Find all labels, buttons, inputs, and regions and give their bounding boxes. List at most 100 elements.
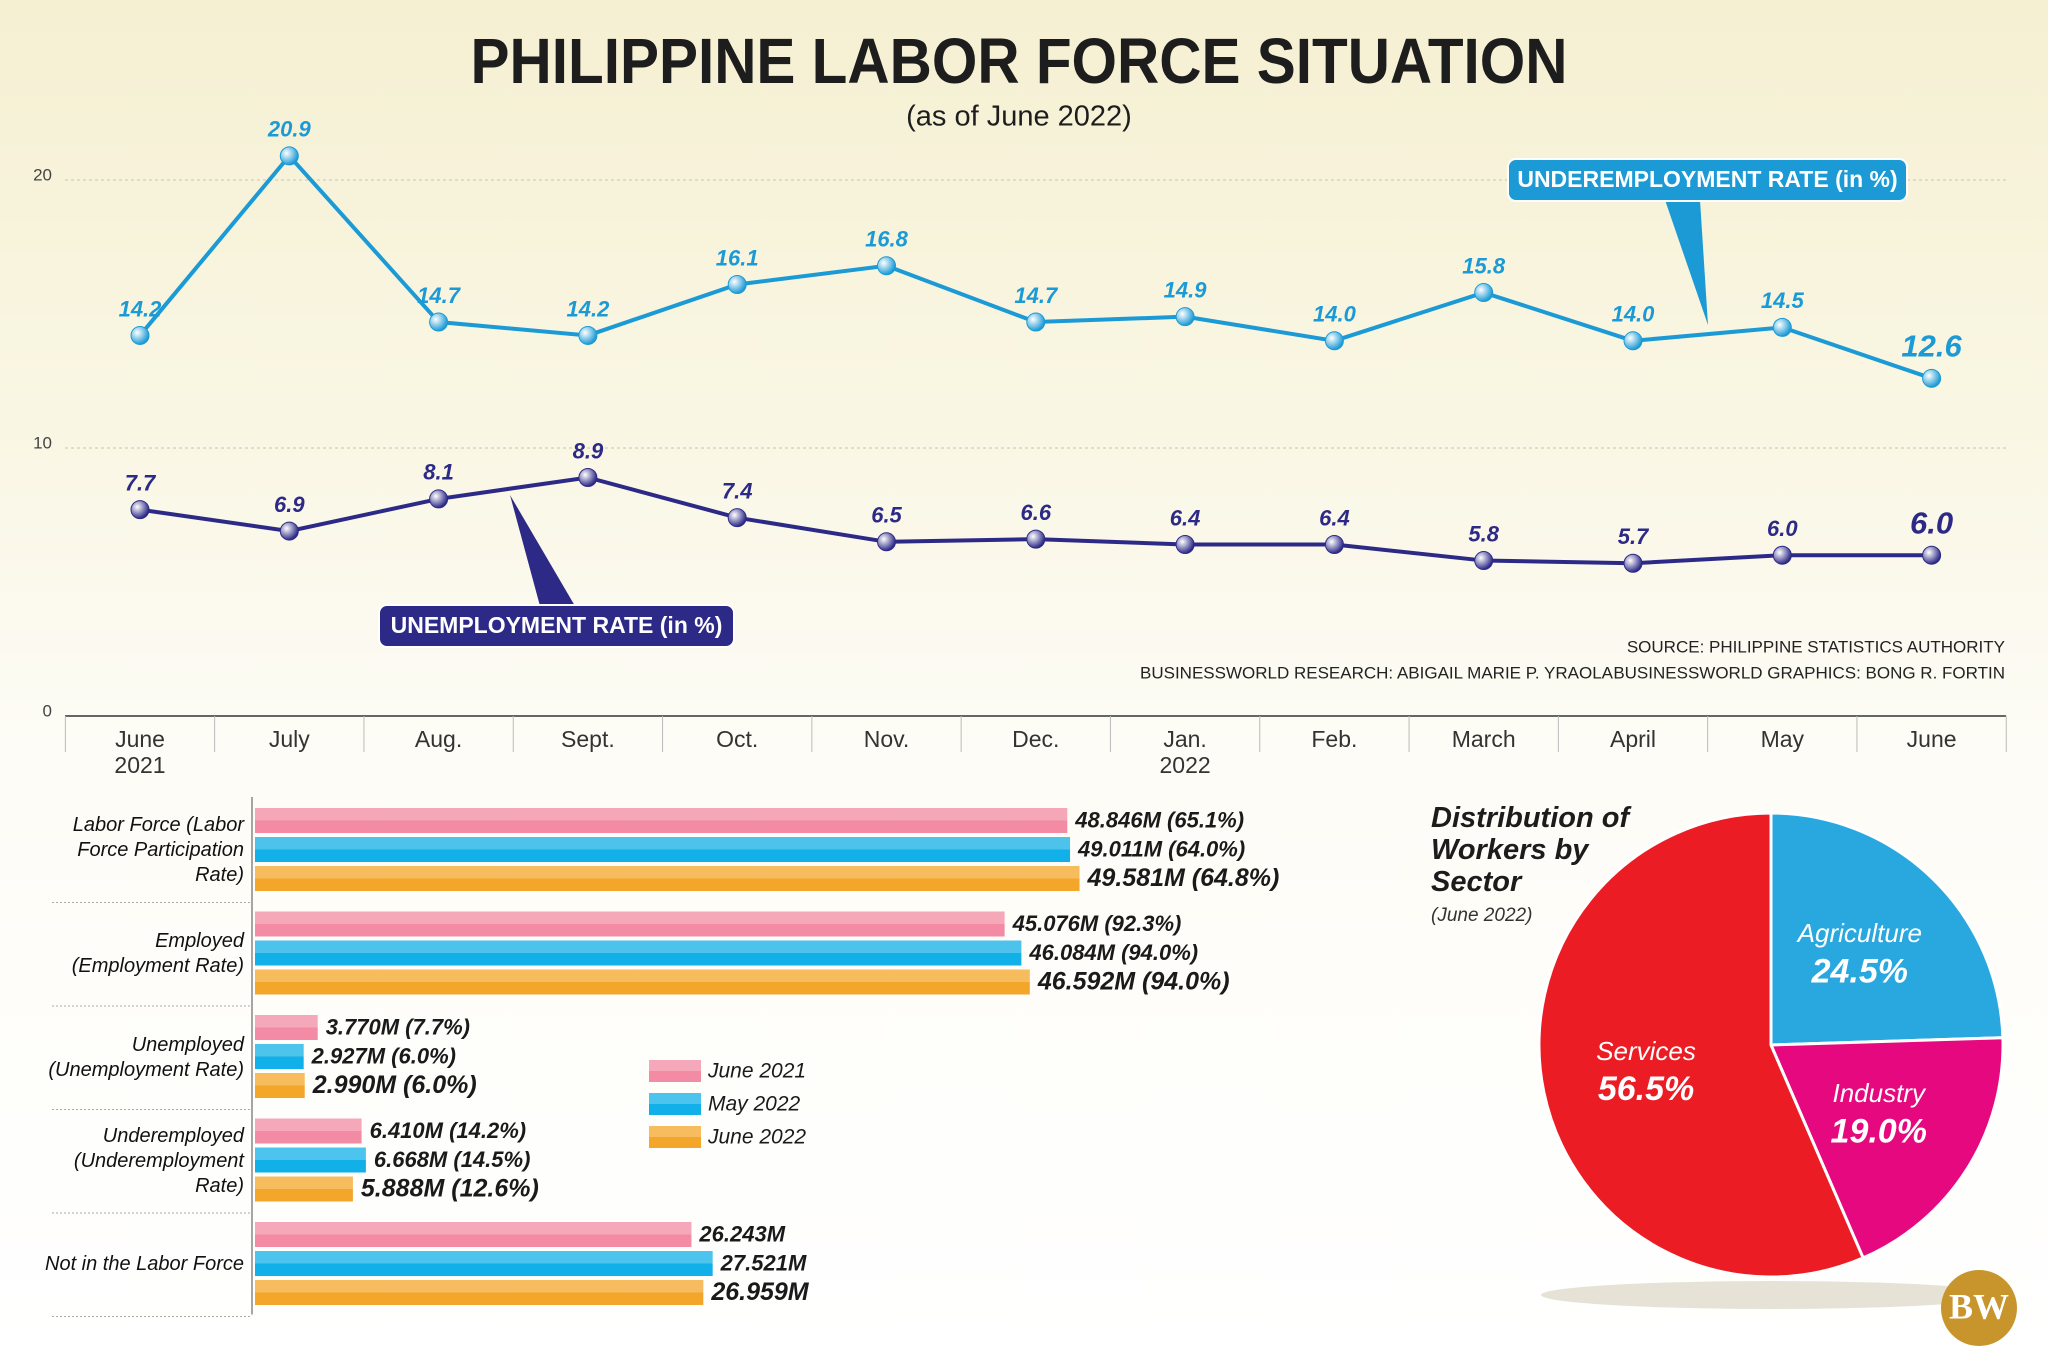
- line-point: [429, 489, 449, 509]
- slice-value: 19.0%: [1831, 1112, 1927, 1150]
- line-point: [578, 325, 598, 345]
- data-label: 8.9: [573, 438, 604, 463]
- data-label: 14.7: [1014, 283, 1059, 308]
- data-label: 2.990M (6.0%): [312, 1071, 477, 1099]
- pie-title: Distribution of Workers by Sector: [1431, 802, 1630, 898]
- data-label: 20.9: [267, 117, 312, 142]
- line-point: [1324, 534, 1344, 554]
- data-label: 6.0: [1767, 516, 1798, 541]
- bar: [255, 1118, 362, 1144]
- line-point: [1922, 545, 1942, 565]
- data-label: 6.6: [1021, 500, 1052, 525]
- data-label: 26.959M: [710, 1278, 809, 1306]
- bar: [255, 1176, 353, 1202]
- slice-value: 56.5%: [1598, 1070, 1694, 1108]
- x-tick-label: Nov.: [863, 726, 910, 752]
- slice-label: Industry: [1832, 1078, 1926, 1108]
- data-label: 45.076M (92.3%): [1012, 911, 1182, 936]
- data-label: 6.4: [1170, 505, 1201, 530]
- page-title: PHILIPPINE LABOR FORCE SITUATION: [471, 25, 1568, 97]
- line-point: [1474, 551, 1494, 571]
- line-point: [429, 312, 449, 332]
- data-label: 12.6: [1901, 329, 1962, 364]
- data-label: 5.7: [1618, 524, 1650, 549]
- x-tick-label: June: [1906, 726, 1957, 752]
- slice-label: Agriculture: [1796, 918, 1922, 948]
- legend-label: UNEMPLOYMENT RATE (in %): [391, 612, 723, 638]
- bar: [255, 911, 1005, 937]
- x-tick-label: March: [1451, 726, 1516, 752]
- data-label: 14.2: [119, 296, 163, 321]
- bar: [255, 866, 1080, 891]
- line-point: [1026, 312, 1046, 332]
- line-point: [1623, 331, 1643, 351]
- data-label: 14.7: [417, 283, 462, 308]
- line-point: [727, 508, 747, 528]
- data-label: 16.8: [865, 227, 909, 252]
- data-label: 16.1: [716, 245, 759, 270]
- pie-slice: [1537, 811, 1866, 1279]
- line-point: [130, 325, 150, 345]
- data-label: 2.927M (6.0%): [311, 1043, 456, 1068]
- data-label: 15.8: [1462, 253, 1506, 278]
- line-point: [1175, 534, 1195, 554]
- data-label: 5.8: [1468, 521, 1499, 546]
- data-label: 26.243M: [698, 1221, 785, 1246]
- callout-pointer: [1665, 200, 1708, 325]
- data-label: 14.0: [1313, 302, 1357, 327]
- legend-swatch: [649, 1126, 701, 1148]
- line-point: [1922, 368, 1942, 388]
- pie-subtitle: (June 2022): [1431, 905, 1533, 926]
- x-tick-label: Jan. 2022: [1159, 726, 1211, 778]
- slice-value: 24.5%: [1811, 952, 1908, 990]
- x-tick-label: Feb.: [1311, 726, 1358, 752]
- legend-label: May 2022: [708, 1093, 801, 1116]
- callout-pointer: [510, 495, 575, 606]
- category-label: Labor Force (Labor Force Participation R…: [72, 814, 244, 887]
- bar: [255, 1044, 304, 1069]
- data-label: 49.011M (64.0%): [1077, 836, 1245, 861]
- data-label: 6.5: [871, 503, 902, 528]
- legend-label: UNDEREMPLOYMENT RATE (in %): [1517, 166, 1897, 192]
- line-point: [1772, 317, 1792, 337]
- line-point: [279, 521, 299, 541]
- credit: BUSINESSWORLD RESEARCH: ABIGAIL MARIE P.…: [1140, 663, 1614, 682]
- y-tick-label: 10: [33, 433, 52, 452]
- logo-badge: [1941, 1270, 2017, 1346]
- x-tick-label: Dec.: [1012, 726, 1060, 752]
- category-label: Not in the Labor Force: [45, 1253, 244, 1276]
- category-label: Employed (Employment Rate): [71, 930, 244, 978]
- bar: [255, 1251, 713, 1276]
- x-tick-label: April: [1609, 726, 1656, 752]
- line-point: [279, 146, 299, 166]
- y-tick-label: 20: [33, 165, 52, 184]
- data-label: 14.2: [566, 296, 610, 321]
- x-tick-label: Aug.: [414, 726, 463, 752]
- data-label: 14.9: [1164, 277, 1208, 302]
- pie-slice: [1768, 1036, 2005, 1260]
- data-label: 3.770M (7.7%): [326, 1014, 470, 1039]
- bar: [255, 837, 1071, 862]
- page-subtitle: (as of June 2022): [906, 101, 1132, 133]
- line-point: [1623, 553, 1643, 573]
- legend-label: June 2022: [707, 1126, 806, 1149]
- data-label: 5.888M (12.6%): [361, 1175, 539, 1203]
- data-label: 49.581M (64.8%): [1087, 864, 1280, 892]
- data-label: 7.4: [722, 478, 753, 503]
- data-label: 6.9: [274, 492, 305, 517]
- x-tick-label: Oct.: [716, 726, 759, 752]
- x-tick-label: June 2021: [114, 726, 166, 778]
- bar: [255, 1015, 318, 1040]
- line-point: [578, 467, 598, 487]
- logo: BW: [1949, 1286, 2009, 1326]
- pie-slice: [1769, 811, 2005, 1047]
- legend-swatch: [649, 1093, 701, 1115]
- line-point: [130, 500, 150, 520]
- category-label: Underemployed (Underemployment Rate): [73, 1124, 244, 1197]
- line-point: [727, 275, 747, 295]
- callout-box: [378, 604, 735, 648]
- data-label: 6.410M (14.2%): [370, 1118, 527, 1143]
- data-label: 48.846M (65.1%): [1074, 807, 1244, 832]
- bar: [255, 940, 1022, 966]
